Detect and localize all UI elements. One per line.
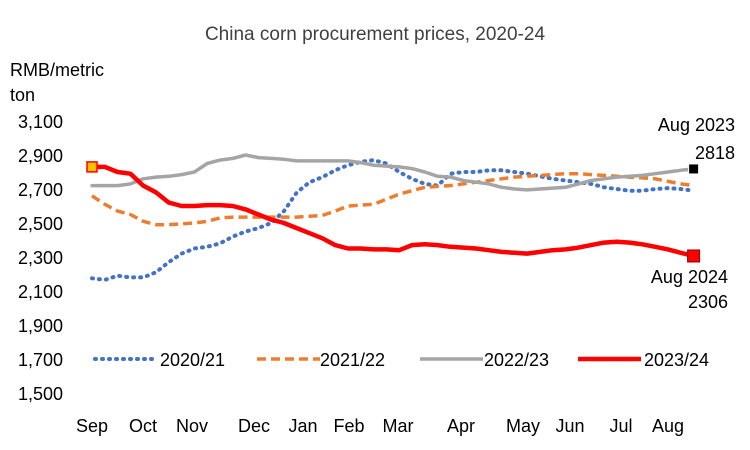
series-layer bbox=[89, 153, 696, 282]
annotation-aug-2023-label: Aug 2023 bbox=[658, 115, 735, 135]
legend-label-2020-21: 2020/21 bbox=[160, 350, 225, 370]
y-axis-label-line2: ton bbox=[10, 85, 35, 105]
annotation-aug-2024-label: Aug 2024 bbox=[651, 267, 728, 287]
y-axis-label-line1: RMB/metric bbox=[10, 60, 104, 80]
legend-label-2023-24: 2023/24 bbox=[644, 350, 709, 370]
y-tick-label-2100: 2,100 bbox=[18, 282, 63, 302]
annotation-aug-2023: Aug 2023 2818 bbox=[658, 115, 735, 163]
x-tick-label-apr: Apr bbox=[447, 416, 475, 436]
chart-title: China corn procurement prices, 2020-24 bbox=[205, 24, 546, 45]
series-line-2022-23 bbox=[90, 153, 696, 192]
x-tick-label-jan: Jan bbox=[288, 416, 317, 436]
x-tick-label-mar: Mar bbox=[383, 416, 414, 436]
legend-label-2021-22: 2021/22 bbox=[320, 350, 385, 370]
legend-label-2022-23: 2022/23 bbox=[484, 350, 549, 370]
legend-item-2022-23: 2022/23 bbox=[420, 350, 549, 370]
marker-end-2022-23 bbox=[688, 163, 700, 175]
series-line-2023-24 bbox=[89, 164, 696, 259]
legend-item-2023-24: 2023/24 bbox=[578, 350, 709, 370]
y-tick-label-1900: 1,900 bbox=[18, 316, 63, 336]
y-tick-label-2300: 2,300 bbox=[18, 248, 63, 268]
x-tick-label-aug: Aug bbox=[652, 416, 684, 436]
marker-start-2023-24 bbox=[86, 161, 98, 173]
x-axis-ticks: Sep Oct Nov Dec Jan Feb Mar Apr May Jun Jul Aug bbox=[76, 416, 684, 436]
legend-item-2021-22: 2021/22 bbox=[257, 350, 385, 370]
marker-end-2023-24 bbox=[687, 249, 701, 263]
x-tick-label-jun: Jun bbox=[555, 416, 584, 436]
y-tick-label-1700: 1,700 bbox=[18, 350, 63, 370]
x-tick-label-nov: Nov bbox=[176, 416, 208, 436]
x-tick-label-feb: Feb bbox=[333, 416, 364, 436]
y-axis-ticks: 1,500 1,700 1,900 2,100 2,300 2,500 2,700 2,900… bbox=[18, 112, 63, 404]
y-tick-label-1500: 1,500 bbox=[18, 384, 63, 404]
x-tick-label-sep: Sep bbox=[76, 416, 108, 436]
y-tick-label-2900: 2,900 bbox=[18, 146, 63, 166]
legend-item-2020-21: 2020/21 bbox=[93, 350, 225, 370]
series-line-2021-22 bbox=[91, 171, 694, 227]
y-tick-label-2500: 2,500 bbox=[18, 214, 63, 234]
legend: 2020/21 2021/22 2022/23 2023/24 bbox=[93, 350, 709, 370]
annotation-aug-2023-value: 2818 bbox=[695, 143, 735, 163]
y-tick-label-3100: 3,100 bbox=[18, 112, 63, 132]
x-tick-label-may: May bbox=[506, 416, 540, 436]
x-tick-label-dec: Dec bbox=[238, 416, 270, 436]
endpoint-markers bbox=[86, 161, 701, 263]
annotation-aug-2024-value: 2306 bbox=[688, 292, 728, 312]
annotation-aug-2024: Aug 2024 2306 bbox=[651, 267, 728, 312]
y-tick-label-2700: 2,700 bbox=[18, 180, 63, 200]
x-tick-label-jul: Jul bbox=[609, 416, 632, 436]
x-tick-label-oct: Oct bbox=[129, 416, 157, 436]
